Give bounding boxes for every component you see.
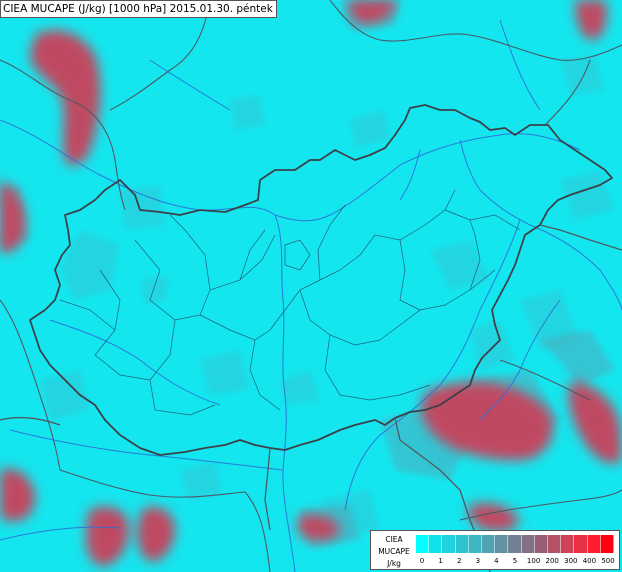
legend-unit-label: J/kg (387, 559, 401, 568)
legend-tick-label: 400 (582, 557, 597, 565)
legend: CIEA MUCAPE J/kg 0 1 2 3 4 5 100 200 300 400 500 (370, 530, 620, 570)
legend-swatch (587, 535, 601, 553)
legend-swatch (561, 535, 575, 553)
hungary-border (29, 104, 613, 456)
legend-swatch (495, 535, 509, 553)
legend-swatch (600, 535, 615, 553)
legend-swatch (455, 535, 469, 553)
legend-swatch (521, 535, 535, 553)
legend-tick-label: 3 (475, 557, 481, 565)
legend-tick-label: 5 (512, 557, 518, 565)
county-borders (59, 189, 521, 416)
legend-swatch (548, 535, 562, 553)
legend-parameter-label: MUCAPE (378, 547, 410, 556)
legend-swatch (442, 535, 456, 553)
legend-tick-label: 500 (601, 557, 615, 565)
legend-model-label: CIEA (385, 535, 403, 544)
legend-swatch (482, 535, 496, 553)
legend-tick-label: 4 (494, 557, 499, 565)
legend-tick-labels: 0 1 2 3 4 5 100 200 300 400 500 (416, 557, 615, 567)
map-title: CIEA MUCAPE (J/kg) [1000 hPa] 2015.01.30… (0, 0, 277, 18)
legend-tick-label: 1 (438, 557, 443, 565)
legend-swatch (429, 535, 443, 553)
legend-swatch (508, 535, 522, 553)
legend-tick-label: 100 (526, 557, 541, 565)
legend-swatch (468, 535, 483, 553)
legend-tick-label: 0 (419, 557, 425, 565)
legend-swatch (574, 535, 588, 553)
rivers (0, 19, 622, 572)
legend-tick-label: 2 (456, 557, 462, 565)
legend-swatch (534, 535, 549, 553)
legend-tick-label: 300 (564, 557, 578, 565)
low-cape-texture (40, 55, 615, 540)
legend-color-scale (416, 535, 615, 553)
legend-tick-label: 200 (545, 557, 559, 565)
legend-swatch (416, 535, 430, 553)
